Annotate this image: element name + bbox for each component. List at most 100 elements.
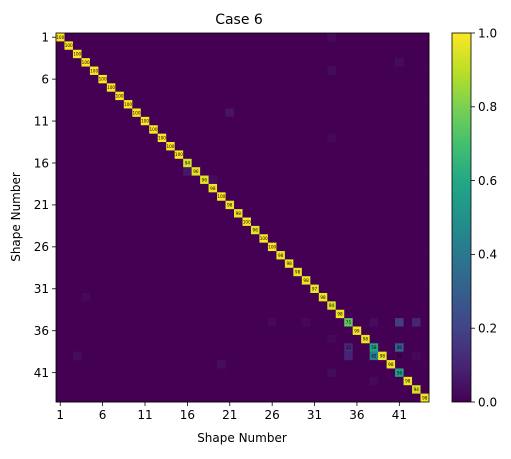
heatmap-cell — [403, 251, 413, 260]
heatmap-cell — [64, 192, 74, 202]
heatmap-cell — [56, 116, 65, 126]
heatmap-cell — [412, 175, 421, 185]
heatmap-cell — [361, 309, 371, 319]
heatmap-cell — [208, 234, 218, 244]
heatmap-cell — [395, 66, 404, 76]
heatmap-cell — [72, 385, 82, 394]
heatmap-cell — [284, 108, 294, 118]
heatmap-cell — [132, 167, 142, 176]
heatmap-cell — [200, 200, 209, 210]
heatmap-cell — [132, 74, 142, 84]
heatmap-cell — [140, 49, 150, 59]
heatmap-cell — [89, 125, 99, 134]
heatmap-cell — [284, 259, 294, 269]
heatmap-cell — [56, 368, 65, 378]
heatmap-cell — [301, 66, 311, 76]
heatmap-cell — [98, 242, 108, 252]
heatmap-cell — [242, 209, 252, 218]
heatmap-cell — [395, 58, 404, 67]
heatmap-cell — [293, 116, 303, 126]
heatmap-cell — [72, 217, 82, 227]
heatmap-cell — [344, 343, 354, 353]
cell-labels: 1001001001001001001001001001001001001001… — [56, 35, 428, 401]
heatmap-cell — [72, 49, 82, 59]
heatmap-cell — [106, 225, 116, 235]
heatmap-cell — [327, 83, 337, 93]
heatmap-cell — [369, 108, 379, 118]
heatmap-cell — [403, 91, 413, 101]
heatmap-cell — [352, 49, 362, 59]
heatmap-cell — [301, 292, 311, 302]
heatmap-cell — [56, 351, 65, 361]
heatmap-cell — [56, 292, 65, 302]
heatmap-cell — [132, 66, 142, 76]
heatmap-cell — [234, 326, 243, 336]
heatmap-cell — [149, 267, 159, 277]
heatmap-cell — [98, 91, 108, 101]
heatmap-cell — [208, 150, 218, 160]
x-tick-label: 21 — [222, 408, 237, 422]
heatmap-cell — [106, 259, 116, 269]
heatmap-cell — [225, 83, 235, 93]
heatmap-cell — [395, 167, 404, 176]
heatmap-cell — [132, 376, 142, 386]
heatmap-cell — [420, 385, 430, 394]
heatmap-cell — [217, 301, 226, 311]
heatmap-cell — [225, 242, 235, 252]
heatmap-cell — [344, 33, 354, 42]
heatmap-cell — [234, 259, 243, 269]
heatmap-cell — [56, 91, 65, 101]
heatmap-cell — [89, 108, 99, 118]
heatmap-cell — [369, 41, 379, 51]
heatmap-cell — [140, 108, 150, 118]
heatmap-cell — [217, 326, 226, 336]
heatmap-cell — [242, 301, 252, 311]
cell-value-label: 98 — [422, 395, 428, 400]
heatmap-cell — [106, 351, 116, 361]
heatmap-cell — [217, 334, 226, 344]
heatmap-cell — [140, 301, 150, 311]
heatmap-cell — [284, 100, 294, 109]
cell-value-label: 30 — [397, 345, 403, 350]
heatmap-cell — [166, 142, 176, 151]
heatmap-cell — [284, 150, 294, 160]
heatmap-cell — [56, 234, 65, 244]
heatmap-cell — [395, 83, 404, 93]
heatmap-cell — [293, 133, 303, 143]
heatmap-cell — [395, 74, 404, 84]
heatmap-cell — [259, 183, 269, 193]
heatmap-cell — [72, 167, 82, 176]
heatmap-cell — [64, 83, 74, 93]
heatmap-cell — [276, 234, 286, 244]
heatmap-cell — [386, 158, 396, 168]
cell-value-label: 100 — [141, 119, 149, 124]
heatmap-cell — [64, 91, 74, 101]
heatmap-cell — [98, 234, 108, 244]
heatmap-cell — [234, 242, 243, 252]
heatmap-cell — [352, 150, 362, 160]
heatmap-cell — [420, 393, 430, 403]
heatmap-cell — [276, 360, 286, 369]
heatmap-cell — [267, 351, 277, 361]
heatmap-cell — [352, 209, 362, 218]
heatmap-cell — [72, 192, 82, 202]
heatmap-cell — [174, 167, 184, 176]
heatmap-cell — [89, 91, 99, 101]
heatmap-cell — [89, 368, 99, 378]
heatmap-cell — [89, 100, 99, 109]
heatmap-cell — [284, 175, 294, 185]
heatmap-cell — [89, 209, 99, 218]
heatmap-cell — [242, 242, 252, 252]
heatmap-cell — [412, 259, 421, 269]
heatmap-cell — [318, 66, 328, 76]
heatmap-cell — [81, 251, 91, 260]
heatmap-cell — [378, 234, 387, 244]
heatmap-cell — [64, 242, 74, 252]
heatmap-cell — [157, 276, 167, 285]
heatmap-cell — [56, 318, 65, 327]
heatmap-cell — [386, 49, 396, 59]
heatmap-cell — [395, 351, 404, 361]
heatmap-cell — [157, 360, 167, 369]
heatmap-cell — [89, 150, 99, 160]
